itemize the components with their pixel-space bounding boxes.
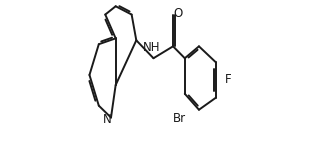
Text: F: F [225, 73, 231, 86]
Text: N: N [103, 113, 112, 126]
Text: NH: NH [143, 41, 161, 54]
Text: Br: Br [173, 112, 186, 125]
Text: O: O [173, 7, 183, 20]
